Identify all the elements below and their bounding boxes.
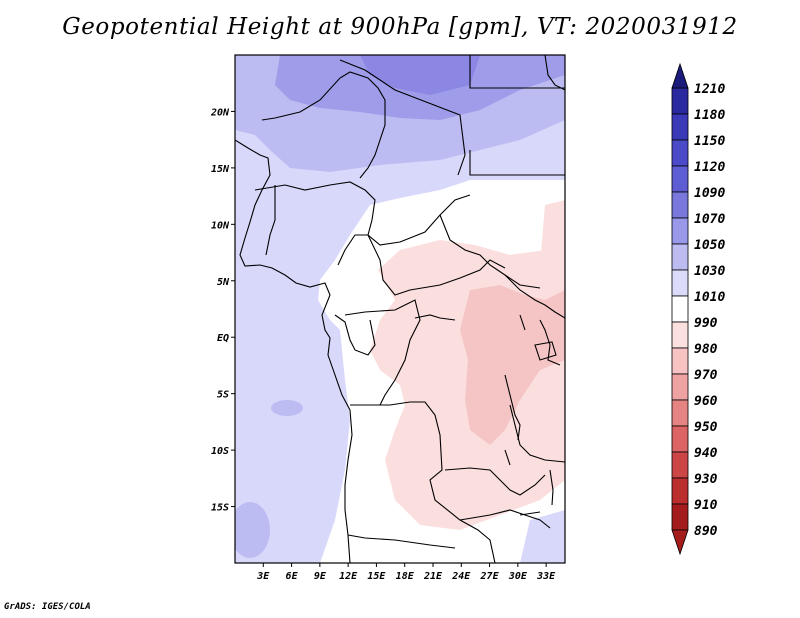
colorbar-swatch	[671, 373, 689, 401]
lake-tanganyika	[504, 374, 521, 441]
field-region-top-core	[360, 55, 480, 95]
map-borders	[235, 55, 565, 563]
colorbar-label: 940	[694, 446, 718, 461]
colorbar-swatch	[671, 191, 689, 219]
map-frame	[234, 54, 566, 564]
colorbar-label: 1030	[694, 264, 725, 279]
colorbar-label: 1090	[694, 186, 725, 201]
field-blob-west	[235, 502, 270, 558]
coastline-west-africa	[235, 139, 353, 563]
colorbar-label: 970	[694, 368, 718, 383]
chart-title: Geopotential Height at 900hPa [gpm], VT:…	[62, 14, 738, 40]
lat-tick-label: EQ	[217, 333, 229, 344]
lat-tick-label: 10S	[211, 446, 229, 457]
border-zambia	[444, 467, 546, 496]
lon-tick-label: 15E	[367, 571, 386, 582]
colorbar-label: 1120	[694, 160, 725, 175]
border-guinea-gulf	[265, 185, 276, 256]
colorbar-swatch	[671, 399, 689, 427]
colorbar-label: 1050	[694, 238, 725, 253]
colorbar-label: 890	[694, 524, 718, 539]
coast-east	[544, 55, 565, 91]
colorbar: 1210 1180 1150 1120 1090 1070 1050 1030 1010 990 9…	[671, 62, 725, 556]
lake-mweru	[504, 449, 511, 466]
border-mauritania-mali	[261, 71, 386, 179]
colorbar-label: 930	[694, 472, 718, 487]
colorbar-swatch	[671, 295, 689, 323]
lat-tick-label: 5S	[217, 390, 229, 401]
colorbar-label: 1180	[694, 108, 725, 123]
lon-tick-label: 3E	[256, 571, 270, 582]
border-drc-angola	[350, 401, 496, 563]
lake-victoria	[534, 341, 557, 361]
colorbar-swatch	[671, 113, 689, 141]
credit-text: GrADS: IGES/COLA	[4, 602, 91, 612]
colorbar-top-arrow	[671, 62, 689, 89]
colorbar-label: 1210	[694, 82, 725, 97]
colorbar-label: 1070	[694, 212, 725, 227]
colorbar-label: 910	[694, 498, 718, 513]
border-car-sudan	[439, 214, 541, 289]
border-uganda-kenya	[539, 319, 561, 366]
colorbar-swatch	[671, 269, 689, 297]
border-congo-drc	[344, 299, 421, 406]
lon-tick-label: 24E	[451, 571, 471, 582]
colorbar-swatch	[671, 139, 689, 167]
lon-tick-label: 21E	[423, 571, 443, 582]
colorbar-swatch	[671, 165, 689, 193]
border-zambia-south	[459, 509, 551, 529]
border-east-africa	[504, 274, 565, 319]
lat-tick-label: 5N	[217, 277, 230, 288]
colorbar-swatch	[671, 243, 689, 271]
colorbar-swatch	[671, 217, 689, 245]
border-angola-namibia	[347, 534, 456, 549]
lake-kariba	[519, 511, 541, 516]
border-nigeria-cameroon	[337, 234, 506, 296]
lon-tick-label: 9E	[314, 571, 327, 582]
colorbar-label: 1010	[694, 290, 725, 305]
colorbar-label: 1150	[694, 134, 725, 149]
lon-tick-label: 12E	[339, 571, 358, 582]
field-region-atlantic	[235, 55, 565, 563]
lon-tick-label: 33E	[536, 571, 556, 582]
lake-albert	[519, 314, 526, 331]
colorbar-label: 960	[694, 394, 718, 409]
map-field	[235, 55, 565, 563]
colorbar-swatch	[671, 87, 689, 115]
river-congo	[414, 314, 456, 321]
lon-tick-label: 18E	[396, 571, 415, 582]
border-gabon	[334, 314, 376, 356]
border-sahel	[254, 181, 471, 246]
colorbar-swatch	[671, 451, 689, 479]
lake-malawi	[549, 469, 554, 506]
field-region-rift-low	[460, 285, 565, 445]
map-axes: 3E 6E 9E 12E 15E 18E 21E 24E 27E 30E 33E 20N 15N 10N 5…	[210, 107, 556, 582]
border-libya-egypt	[469, 55, 565, 89]
colorbar-swatch	[671, 503, 689, 531]
lat-tick-label: 15S	[211, 503, 229, 514]
colorbar-swatch	[671, 321, 689, 349]
lat-tick-label: 15N	[211, 164, 230, 175]
lon-tick-label: 6E	[286, 571, 299, 582]
field-blob-atlantic	[271, 400, 303, 416]
border-niger-libya	[339, 59, 466, 176]
colorbar-bottom-arrow	[671, 529, 689, 556]
lat-tick-label: 10N	[211, 220, 230, 231]
colorbar-swatch	[671, 477, 689, 505]
border-egypt-sudan	[469, 150, 565, 176]
colorbar-swatch	[671, 425, 689, 453]
colorbar-label: 950	[694, 420, 718, 435]
lon-tick-label: 30E	[508, 571, 528, 582]
colorbar-swatch	[671, 347, 689, 375]
border-tanzania	[509, 404, 565, 463]
colorbar-label: 990	[694, 316, 718, 331]
lat-tick-label: 20N	[210, 107, 230, 118]
colorbar-label: 980	[694, 342, 718, 357]
field-region-east-corner	[520, 510, 565, 563]
lon-tick-label: 27E	[480, 571, 500, 582]
field-region-east-pink	[540, 200, 565, 265]
